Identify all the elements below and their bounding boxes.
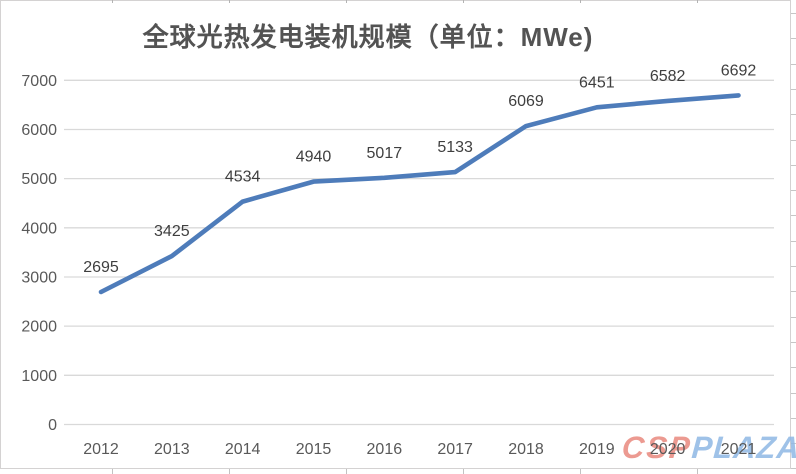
gridline-stub — [463, 469, 464, 474]
y-tick-label: 4000 — [21, 220, 57, 237]
gridline-stub — [791, 468, 796, 469]
x-tick-label: 2015 — [296, 441, 332, 458]
gridline-stub — [791, 367, 796, 368]
gridline-stub — [791, 342, 796, 343]
gridline-stub — [346, 469, 347, 474]
y-tick-label: 3000 — [21, 269, 57, 286]
watermark-logo: CSPPLAZA — [621, 430, 796, 466]
data-label: 4534 — [225, 169, 261, 186]
gridline-stub — [791, 13, 796, 14]
y-tick-label: 5000 — [21, 171, 57, 188]
data-label: 5017 — [367, 145, 403, 162]
data-label: 6451 — [579, 74, 615, 91]
x-tick-label: 2019 — [579, 441, 615, 458]
x-tick-label: 2013 — [154, 441, 190, 458]
gridline-stub — [791, 165, 796, 166]
series-line — [98, 93, 741, 295]
data-label: 3425 — [154, 223, 190, 240]
gridline-stub — [112, 469, 113, 474]
gridline-stub — [580, 0, 581, 3]
gridline-stub — [791, 443, 796, 444]
watermark-plaza-text: PLAZA — [690, 430, 796, 465]
gridline-stub — [791, 140, 796, 141]
gridline-stub — [791, 418, 796, 419]
gridline-stub — [791, 114, 796, 115]
data-label: 5133 — [437, 139, 473, 156]
gridline-stub — [791, 317, 796, 318]
data-label: 6692 — [721, 62, 757, 79]
chart-title: 全球光热发电装机规模（单位：MWe) — [142, 22, 594, 52]
x-tick-label: 2012 — [83, 441, 119, 458]
gridline-stub — [791, 64, 796, 65]
gridline-stub — [580, 469, 581, 474]
y-tick-label: 2000 — [21, 319, 57, 336]
gridline-stub — [791, 89, 796, 90]
gridline-stub — [791, 190, 796, 191]
x-tick-label: 2016 — [367, 441, 403, 458]
x-tick-label: 2018 — [508, 441, 544, 458]
y-tick-label: 1000 — [21, 368, 57, 385]
y-tick-label: 7000 — [21, 73, 57, 90]
gridline-stub — [346, 0, 347, 3]
gridline-stub — [791, 266, 796, 267]
y-tick-label: 0 — [48, 417, 57, 434]
data-label: 6582 — [650, 68, 686, 85]
gridline-stub — [112, 0, 113, 3]
gridline-stub — [229, 469, 230, 474]
data-label: 6069 — [508, 93, 544, 110]
gridline-stub — [791, 215, 796, 216]
x-tick-label: 2014 — [225, 441, 261, 458]
gridline-stub — [791, 241, 796, 242]
data-label: 4940 — [296, 149, 332, 166]
data-label: 2695 — [83, 259, 119, 276]
gridline-stub — [229, 0, 230, 3]
gridline-stub — [463, 0, 464, 3]
gridline-stub — [791, 393, 796, 394]
watermark-csp-text: CSP — [620, 430, 694, 465]
y-tick-label: 6000 — [21, 122, 57, 139]
gridline-stub — [791, 291, 796, 292]
gridline-stub — [697, 469, 698, 474]
x-tick-label: 2017 — [437, 441, 473, 458]
gridline-stub — [791, 38, 796, 39]
gridline-stub — [697, 0, 698, 3]
